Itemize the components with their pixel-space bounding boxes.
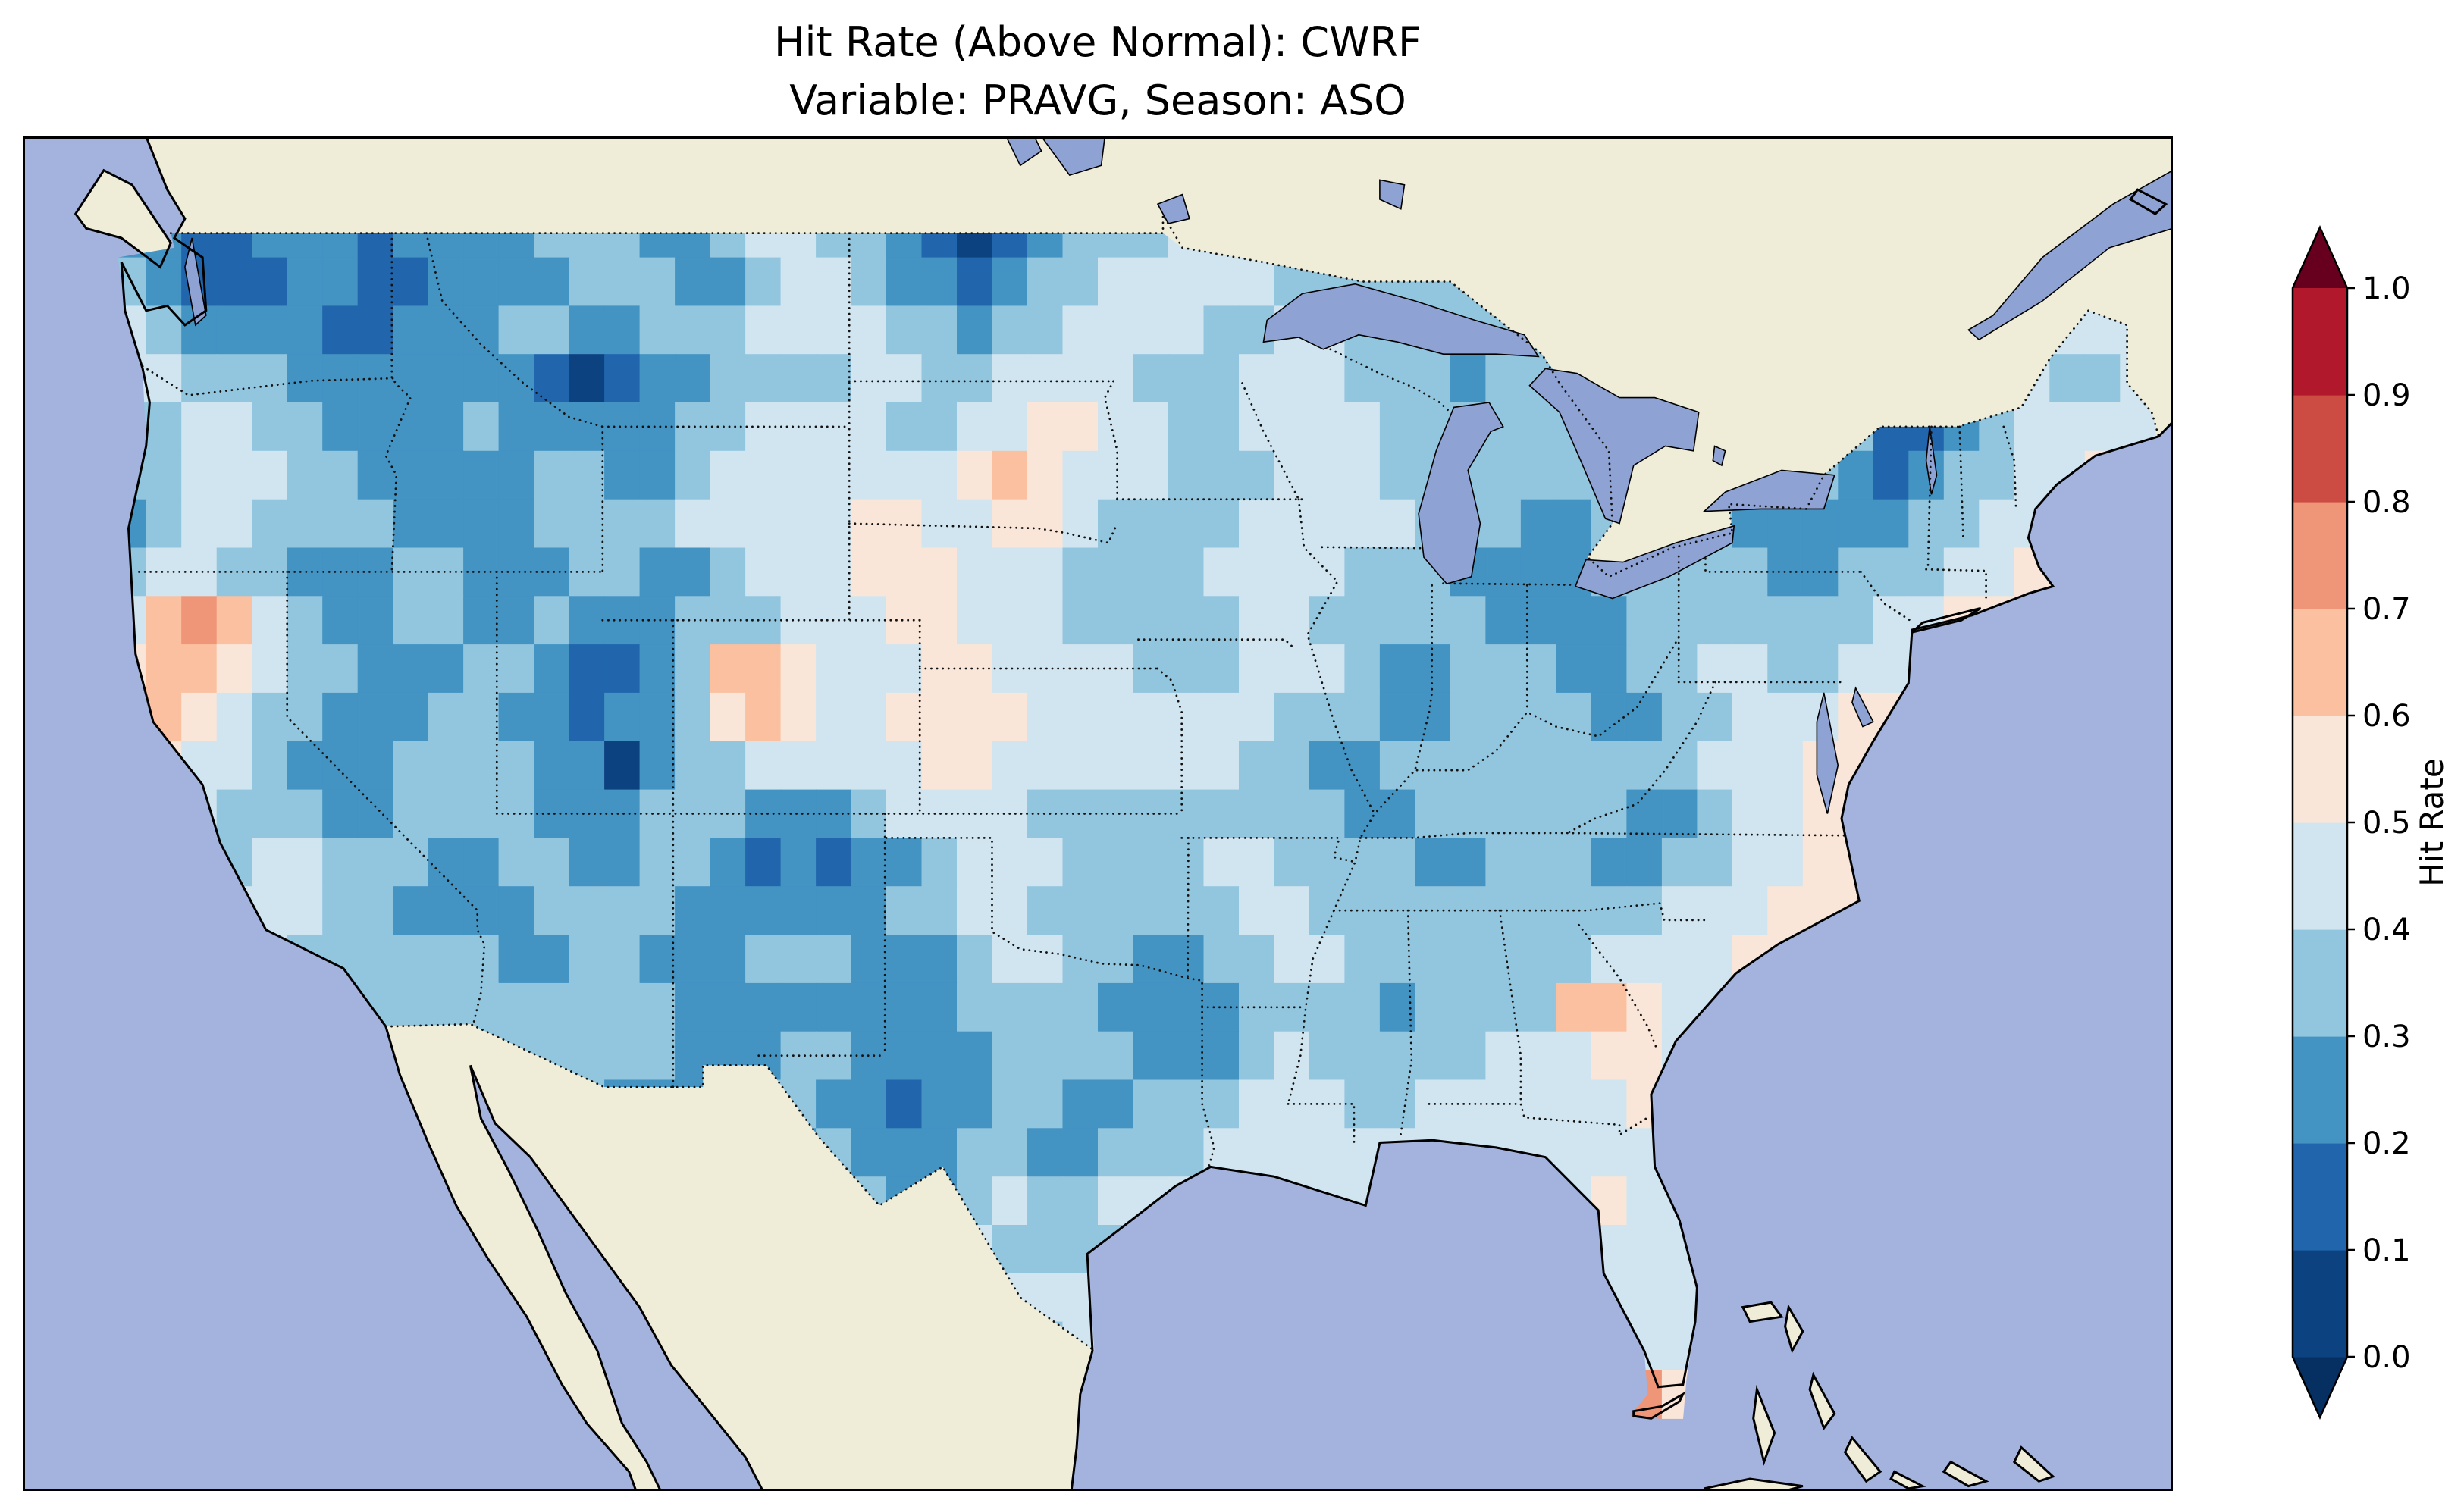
- colorbar: 0.0 0.1 0.2 0.3 0.4 0.5 0.6 0.7 0.8 0.9 1.0 Hit Rat…: [2282, 224, 2464, 1459]
- svg-text:0.9: 0.9: [2362, 378, 2411, 413]
- colorbar-tick-labels: 0.0 0.1 0.2 0.3 0.4 0.5 0.6 0.7 0.8 0.9 1.0: [2362, 271, 2411, 1375]
- chart-title-block: Hit Rate (Above Normal): CWRF Variable: …: [23, 14, 2173, 130]
- colorbar-under-arrow: [2293, 1357, 2347, 1417]
- svg-text:0.4: 0.4: [2362, 913, 2411, 947]
- svg-text:0.2: 0.2: [2362, 1126, 2411, 1161]
- chart-subtitle: Variable: PRAVG, Season: ASO: [789, 76, 1406, 124]
- svg-text:0.0: 0.0: [2362, 1340, 2411, 1375]
- colorbar-label: Hit Rate: [2413, 758, 2450, 886]
- map-frame: [23, 136, 2173, 1491]
- state-borders: [137, 211, 2160, 1352]
- svg-text:0.6: 0.6: [2362, 699, 2411, 734]
- svg-text:0.8: 0.8: [2362, 485, 2411, 520]
- great-lakes: [184, 136, 2173, 814]
- colorbar-over-arrow: [2293, 227, 2347, 288]
- svg-text:0.5: 0.5: [2362, 806, 2411, 841]
- colorbar-segments: [2293, 288, 2347, 1358]
- svg-text:0.7: 0.7: [2362, 592, 2411, 627]
- coastline: [74, 136, 2173, 1491]
- colorbar-ticks: [2347, 287, 2355, 1358]
- chart-title: Hit Rate (Above Normal): CWRF: [773, 18, 1422, 66]
- svg-text:0.3: 0.3: [2362, 1019, 2411, 1054]
- svg-text:1.0: 1.0: [2362, 271, 2411, 306]
- svg-text:0.1: 0.1: [2362, 1233, 2411, 1268]
- us-hit-rate-map: [23, 136, 2173, 1491]
